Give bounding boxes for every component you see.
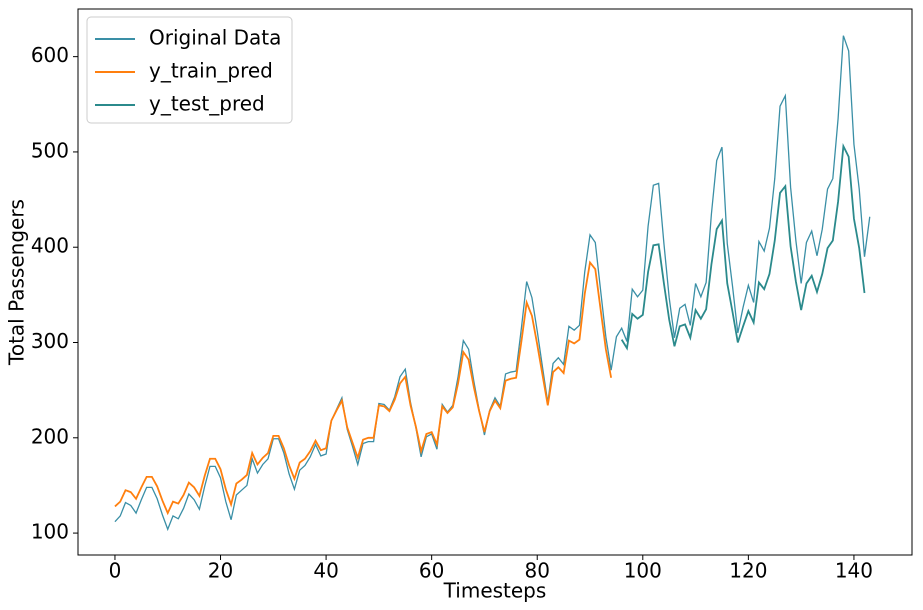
y-tick-label: 200	[31, 424, 69, 448]
legend-box	[86, 16, 293, 124]
y-axis-label: Total Passengers	[5, 199, 29, 366]
x-axis-label: Timesteps	[443, 579, 547, 603]
x-tick-label: 80	[525, 559, 550, 583]
x-tick-label: 20	[208, 559, 233, 583]
x-tick-label: 140	[835, 559, 873, 583]
y-tick-label: 300	[31, 329, 69, 353]
legend-label: y_test_pred	[149, 92, 265, 116]
x-tick-label: 60	[419, 559, 444, 583]
x-tick-label: 100	[624, 559, 662, 583]
plot-frame	[77, 8, 913, 556]
legend-label: Original Data	[149, 26, 281, 50]
legend-label: y_train_pred	[149, 59, 273, 83]
y-tick-label: 500	[31, 138, 69, 162]
y-tick-label: 400	[31, 234, 69, 258]
series-line	[114, 260, 613, 516]
series-line	[620, 143, 866, 351]
y-tick-label: 100	[31, 520, 69, 544]
x-tick-label: 120	[729, 559, 767, 583]
x-tick-label: 40	[313, 559, 338, 583]
x-tick-label: 0	[109, 559, 122, 583]
y-tick-label: 600	[31, 43, 69, 67]
